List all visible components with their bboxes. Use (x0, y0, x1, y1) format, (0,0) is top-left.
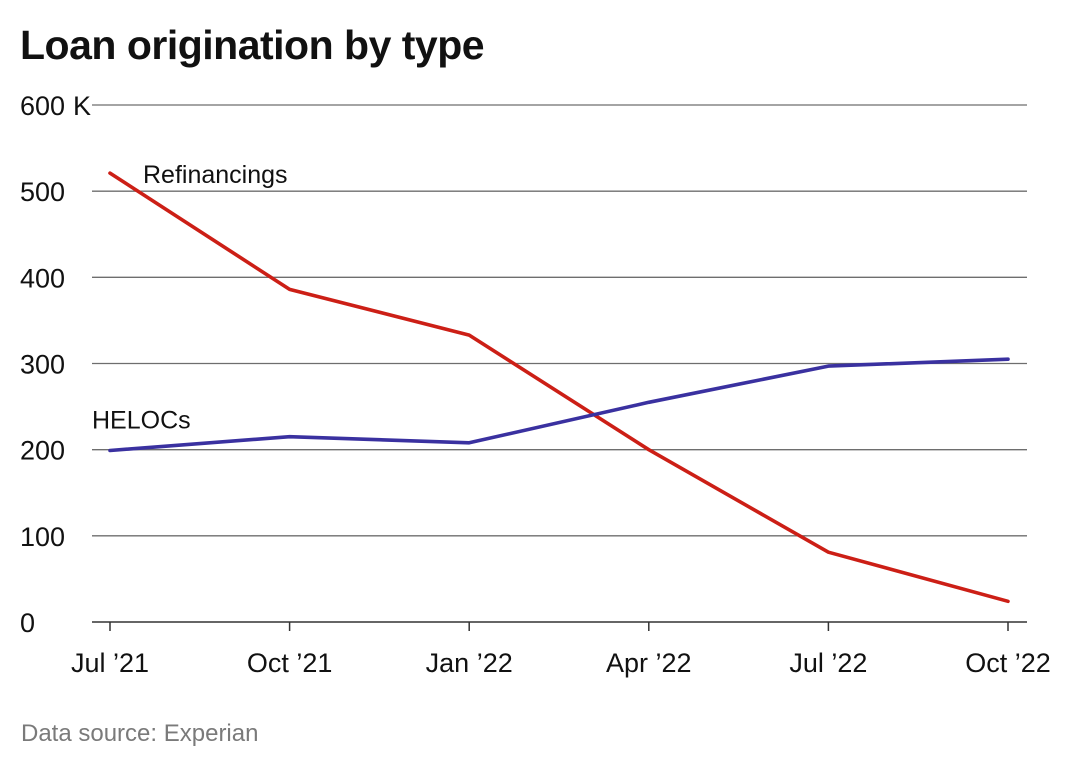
y-tick-label: 300 (20, 350, 65, 380)
gridlines (92, 104, 1027, 623)
x-tick-label: Jul ’22 (789, 648, 867, 678)
x-tick-label: Apr ’22 (606, 648, 692, 678)
y-unit-label: K (73, 91, 91, 121)
x-tick-label: Jul ’21 (71, 648, 149, 678)
y-tick-label: 200 (20, 436, 65, 466)
chart-title: Loan origination by type (20, 22, 485, 68)
x-tick-label: Oct ’21 (247, 648, 333, 678)
y-tick-label: 400 (20, 263, 65, 293)
y-tick-label: 100 (20, 522, 65, 552)
series-label-helocs: HELOCs (92, 407, 191, 435)
x-tick-label: Jan ’22 (426, 648, 513, 678)
series-label-refinancings: Refinancings (143, 161, 288, 189)
x-tick-label: Oct ’22 (965, 648, 1051, 678)
y-tick-label: 0 (20, 608, 35, 638)
series-lines (108, 171, 1010, 604)
series-line-refinancings (108, 171, 1010, 604)
y-tick-label: 500 (20, 177, 65, 207)
x-axis: Jul ’21 Oct ’21 Jan ’22 Apr ’22 Jul ’22 Oct ’… (71, 622, 1051, 678)
y-axis: 0 100 200 300 400 500 600 K (20, 91, 91, 638)
data-source-note: Data source: Experian (21, 720, 259, 747)
y-tick-label: 600 (20, 91, 65, 121)
series-line-helocs (108, 357, 1010, 453)
series-labels: Refinancings HELOCs (92, 161, 288, 434)
